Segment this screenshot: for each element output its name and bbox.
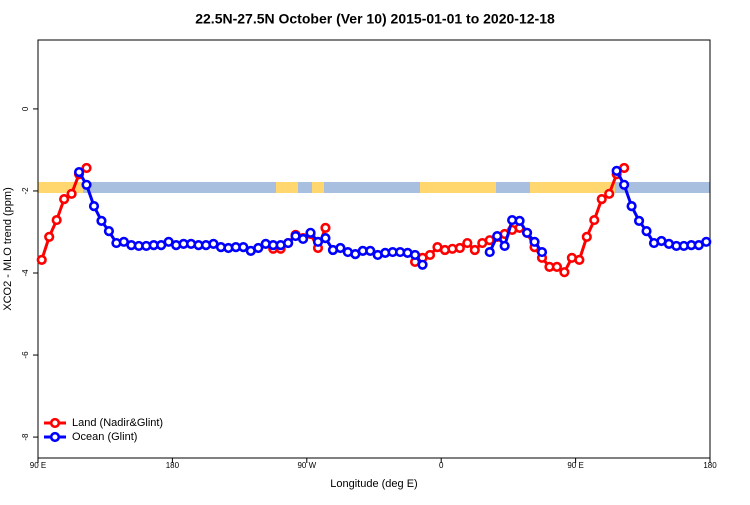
legend-label: Land (Nadir&Glint) [72,417,163,429]
point [103,226,115,237]
point [462,237,473,249]
point [484,246,495,258]
y-tick-label: -4 [21,269,30,277]
legend: Land (Nadir&Glint) Ocean (Glint) [44,417,163,443]
y-axis-label: XCO2 - MLO trend (ppm) [2,187,14,310]
y-tick-label: -8 [21,433,30,441]
plot-frame [37,39,711,459]
point [66,188,77,199]
y-tick-label: -2 [21,187,30,195]
map-strip [38,182,710,193]
point [312,236,324,247]
point [36,254,47,265]
point [283,237,294,249]
point [596,194,607,205]
point [424,249,436,261]
point [611,165,622,176]
point [81,179,92,190]
point [409,249,421,261]
point [574,254,585,265]
x-axis-label: Longitude (deg E) [330,478,417,490]
y-tick-label: 0 [21,106,30,111]
x-tick-label: 180 [166,461,180,470]
point [73,166,85,178]
point [514,215,525,227]
x-tick-label: 180 [703,461,717,470]
legend-label: Ocean (Glint) [72,431,137,443]
point [365,245,376,256]
point [253,242,264,254]
chart-title: 22.5N-27.5N October (Ver 10) 2015-01-01 … [195,11,555,27]
point [320,222,331,233]
point [701,236,712,247]
point [335,242,346,254]
point [529,236,540,247]
legend-marker [49,417,61,429]
x-tick-label: 0 [439,461,444,470]
point [44,231,55,242]
point [417,259,428,270]
point [492,230,503,242]
point [238,242,249,253]
point [604,188,615,199]
point [559,267,570,278]
point [619,179,630,190]
point [633,215,645,227]
point [551,261,563,272]
series [36,162,630,278]
point [521,227,533,238]
point [499,240,510,252]
x-tick-label: 90 W [297,461,316,470]
point [51,214,62,226]
legend-marker [49,431,61,443]
series [73,165,712,270]
point [454,242,465,254]
point [626,201,637,212]
point [320,233,331,244]
point [96,215,107,227]
x-tick-label: 90 E [30,461,46,470]
point [589,214,600,226]
point [59,194,70,205]
point [88,201,100,212]
point [305,227,316,238]
point [469,244,480,256]
point [297,233,309,245]
y-tick-label: -6 [21,351,30,359]
point [81,162,92,174]
x-tick-label: 90 E [567,461,583,470]
point [641,226,652,237]
point [536,246,548,258]
point [581,231,592,242]
